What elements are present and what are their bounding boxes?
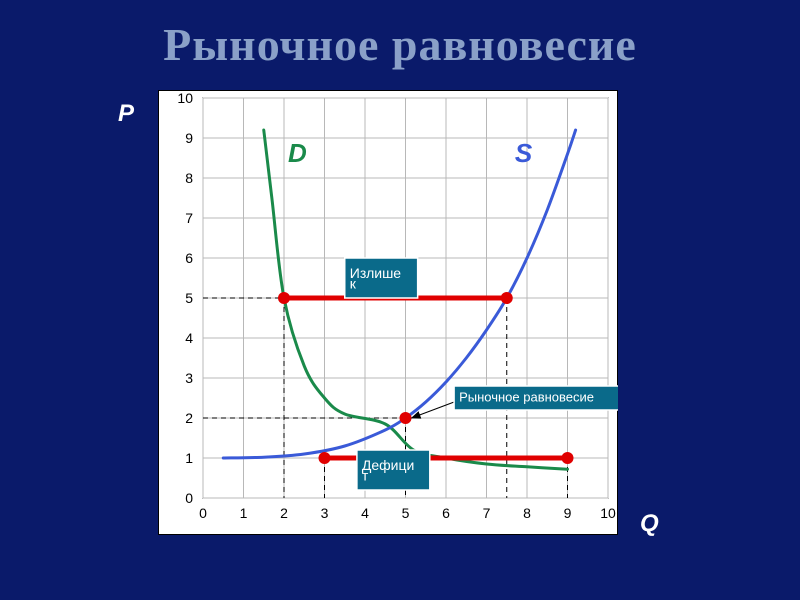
- equilibrium-chart: 0 1 2 3 4 5 6 7 8 9 10 0 1 2 3 4 5 6 7 8 9 10 D S Излишек Дефицит…: [158, 90, 618, 535]
- svg-text:0: 0: [185, 490, 193, 506]
- svg-text:7: 7: [185, 210, 193, 226]
- svg-text:0: 0: [199, 505, 207, 521]
- svg-text:4: 4: [361, 505, 369, 521]
- svg-text:6: 6: [442, 505, 450, 521]
- svg-text:10: 10: [177, 90, 193, 106]
- x-axis-label: Q: [640, 510, 659, 538]
- svg-text:3: 3: [321, 505, 329, 521]
- page-title: Рыночное равновесие: [0, 18, 800, 71]
- svg-text:1: 1: [185, 450, 193, 466]
- svg-text:7: 7: [483, 505, 491, 521]
- svg-text:4: 4: [185, 330, 193, 346]
- svg-text:2: 2: [185, 410, 193, 426]
- svg-text:Излише: Излише: [350, 265, 402, 281]
- svg-text:10: 10: [600, 505, 616, 521]
- svg-text:Дефици: Дефици: [362, 457, 414, 473]
- svg-text:5: 5: [402, 505, 410, 521]
- svg-text:8: 8: [523, 505, 531, 521]
- svg-text:9: 9: [564, 505, 572, 521]
- chart-container: 0 1 2 3 4 5 6 7 8 9 10 0 1 2 3 4 5 6 7 8 9 10 D S Излишек Дефицит…: [158, 90, 618, 535]
- svg-text:8: 8: [185, 170, 193, 186]
- svg-text:1: 1: [240, 505, 248, 521]
- svg-text:S: S: [515, 138, 533, 168]
- svg-text:3: 3: [185, 370, 193, 386]
- svg-text:к: к: [350, 276, 357, 292]
- svg-text:D: D: [288, 138, 307, 168]
- svg-text:Рыночное равновесие: Рыночное равновесие: [459, 389, 594, 404]
- svg-text:9: 9: [185, 130, 193, 146]
- svg-text:5: 5: [185, 290, 193, 306]
- svg-text:т: т: [362, 468, 369, 484]
- svg-text:2: 2: [280, 505, 288, 521]
- svg-text:6: 6: [185, 250, 193, 266]
- y-axis-label: P: [118, 100, 134, 128]
